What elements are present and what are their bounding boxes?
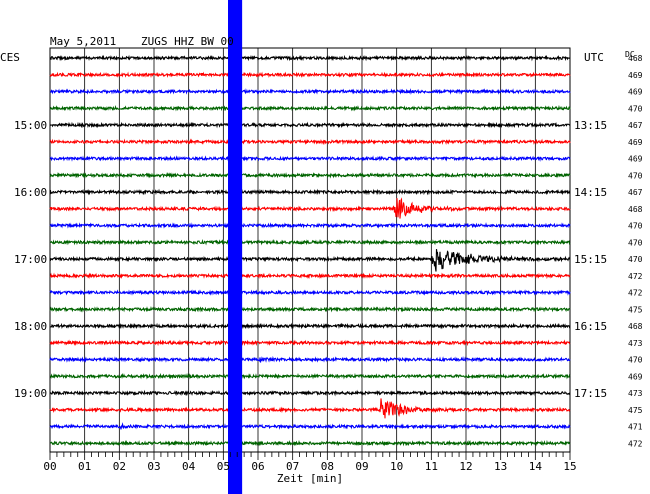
dc-offset-1: 469: [628, 71, 643, 80]
trace-1: [49, 71, 571, 79]
x-tick-label-09: 09: [355, 460, 368, 473]
left-time-label-0: 15:00: [14, 119, 47, 132]
trace-5: [49, 138, 571, 146]
trace-18: [49, 355, 571, 363]
dc-offset-10: 470: [628, 222, 643, 231]
right-time-label-2: 15:15: [574, 253, 607, 266]
x-tick-label-13: 13: [494, 460, 507, 473]
x-tick-label-07: 07: [286, 460, 299, 473]
left-time-label-1: 16:00: [14, 186, 47, 199]
dc-offset-17: 473: [628, 339, 643, 348]
dc-offset-13: 472: [628, 272, 643, 281]
header-date: May 5,2011: [50, 35, 116, 48]
x-axis-label: Zeit [min]: [277, 472, 343, 485]
right-time-label-1: 14:15: [574, 186, 607, 199]
trace-11: [49, 238, 571, 246]
x-tick-label-15: 15: [563, 460, 576, 473]
x-tick-label-12: 12: [459, 460, 472, 473]
dc-offset-15: 475: [628, 305, 643, 314]
right-time-label-0: 13:15: [574, 119, 607, 132]
trace-9: [49, 197, 571, 219]
trace-20: [49, 389, 571, 397]
x-tick-label-08: 08: [321, 460, 334, 473]
left-zone-label: CES: [0, 51, 20, 64]
trace-19: [50, 372, 571, 380]
plot-frame: [49, 47, 571, 453]
trace-13: [49, 272, 571, 280]
trace-12: [49, 249, 571, 272]
dc-offset-7: 470: [628, 171, 643, 180]
left-time-label-3: 18:00: [14, 320, 47, 333]
dc-offset-9: 468: [628, 205, 643, 214]
dc-offset-23: 472: [628, 439, 643, 448]
trace-4: [49, 121, 571, 129]
left-time-label-4: 19:00: [14, 387, 47, 400]
left-time-label-2: 17:00: [14, 253, 47, 266]
dc-offset-12: 470: [628, 255, 643, 264]
dc-offset-16: 468: [628, 322, 643, 331]
x-tick-label-04: 04: [182, 460, 196, 473]
trace-23: [49, 439, 571, 447]
x-tick-label-11: 11: [425, 460, 438, 473]
data-gap-band: [228, 0, 243, 494]
trace-15: [49, 306, 571, 313]
right-time-label-3: 16:15: [574, 320, 607, 333]
x-tick-label-10: 10: [390, 460, 403, 473]
trace-22: [49, 422, 571, 430]
dc-offset-4: 467: [628, 121, 643, 130]
right-zone-label: UTC: [584, 51, 604, 64]
trace-16: [49, 322, 571, 330]
trace-21: [49, 398, 571, 419]
x-tick-label-06: 06: [251, 460, 264, 473]
x-tick-label-01: 01: [78, 460, 91, 473]
dc-offset-20: 473: [628, 389, 643, 398]
x-tick-label-00: 00: [43, 460, 56, 473]
dc-offset-5: 469: [628, 138, 643, 147]
x-tick-label-03: 03: [147, 460, 160, 473]
trace-0: [49, 54, 571, 62]
dc-label: DC: [625, 50, 635, 59]
dc-offset-22: 471: [628, 423, 643, 432]
x-tick-label-05: 05: [217, 460, 230, 473]
dc-offset-0: 468: [628, 54, 643, 63]
trace-14: [49, 289, 571, 296]
right-time-label-4: 17:15: [574, 387, 607, 400]
dc-offset-8: 467: [628, 188, 643, 197]
trace-8: [49, 188, 571, 196]
dc-offset-6: 469: [628, 155, 643, 164]
trace-17: [49, 339, 571, 347]
x-tick-label-02: 02: [113, 460, 126, 473]
trace-6: [49, 155, 571, 162]
header-station: ZUGS HHZ BW 00: [141, 35, 234, 48]
dc-offset-18: 470: [628, 356, 643, 365]
trace-10: [49, 222, 571, 229]
dc-offset-14: 472: [628, 289, 643, 298]
trace-2: [49, 88, 571, 95]
dc-offset-3: 470: [628, 104, 643, 113]
dc-offset-2: 469: [628, 88, 643, 97]
dc-offset-11: 470: [628, 238, 643, 247]
dc-offset-19: 469: [628, 372, 643, 381]
trace-7: [49, 171, 571, 179]
x-tick-label-14: 14: [529, 460, 543, 473]
trace-3: [49, 104, 571, 112]
dc-offset-21: 475: [628, 406, 643, 415]
